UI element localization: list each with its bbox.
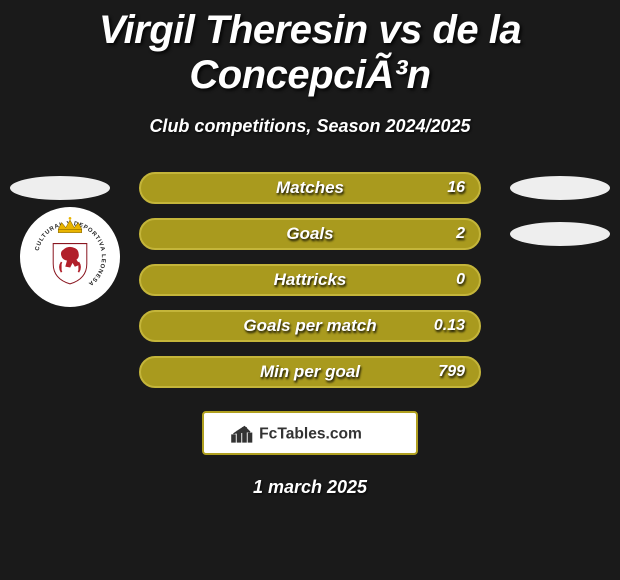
stats-container: Matches 16 Goals 2 Hattricks 0 Goals per… <box>0 165 620 395</box>
stat-pill: Goals per match 0.13 <box>139 310 481 342</box>
page-subtitle: Club competitions, Season 2024/2025 <box>0 116 620 137</box>
stat-pill: Goals 2 <box>139 218 481 250</box>
stat-pill: Min per goal 799 <box>139 356 481 388</box>
stat-value: 2 <box>456 225 465 243</box>
stat-label: Hattricks <box>274 270 347 290</box>
stat-pill: Matches 16 <box>139 172 481 204</box>
player-oval-right <box>510 222 610 246</box>
club-badge: CULTURAL Y DEPORTIVA LEONESA <box>20 207 120 307</box>
stat-label: Min per goal <box>260 362 360 382</box>
attribution-box: FcTables.com <box>202 411 418 455</box>
stat-value: 0.13 <box>434 317 465 335</box>
attribution-text: FcTables.com <box>259 426 362 443</box>
date-text: 1 march 2025 <box>0 477 620 498</box>
page-title: Virgil Theresin vs de la ConcepciÃ³n <box>0 0 620 98</box>
stat-label: Matches <box>276 178 344 198</box>
player-oval-right <box>510 176 610 200</box>
stat-row: Matches 16 <box>0 165 620 211</box>
stat-value: 799 <box>438 363 465 381</box>
stat-label: Goals <box>286 224 333 244</box>
stat-row: Goals per match 0.13 <box>0 303 620 349</box>
stat-value: 0 <box>456 271 465 289</box>
stat-label: Goals per match <box>243 316 376 336</box>
stat-value: 16 <box>447 179 465 197</box>
fctables-logo: FcTables.com <box>228 422 393 444</box>
stat-row: Min per goal 799 <box>0 349 620 395</box>
stat-pill: Hattricks 0 <box>139 264 481 296</box>
player-oval-left <box>10 176 110 200</box>
